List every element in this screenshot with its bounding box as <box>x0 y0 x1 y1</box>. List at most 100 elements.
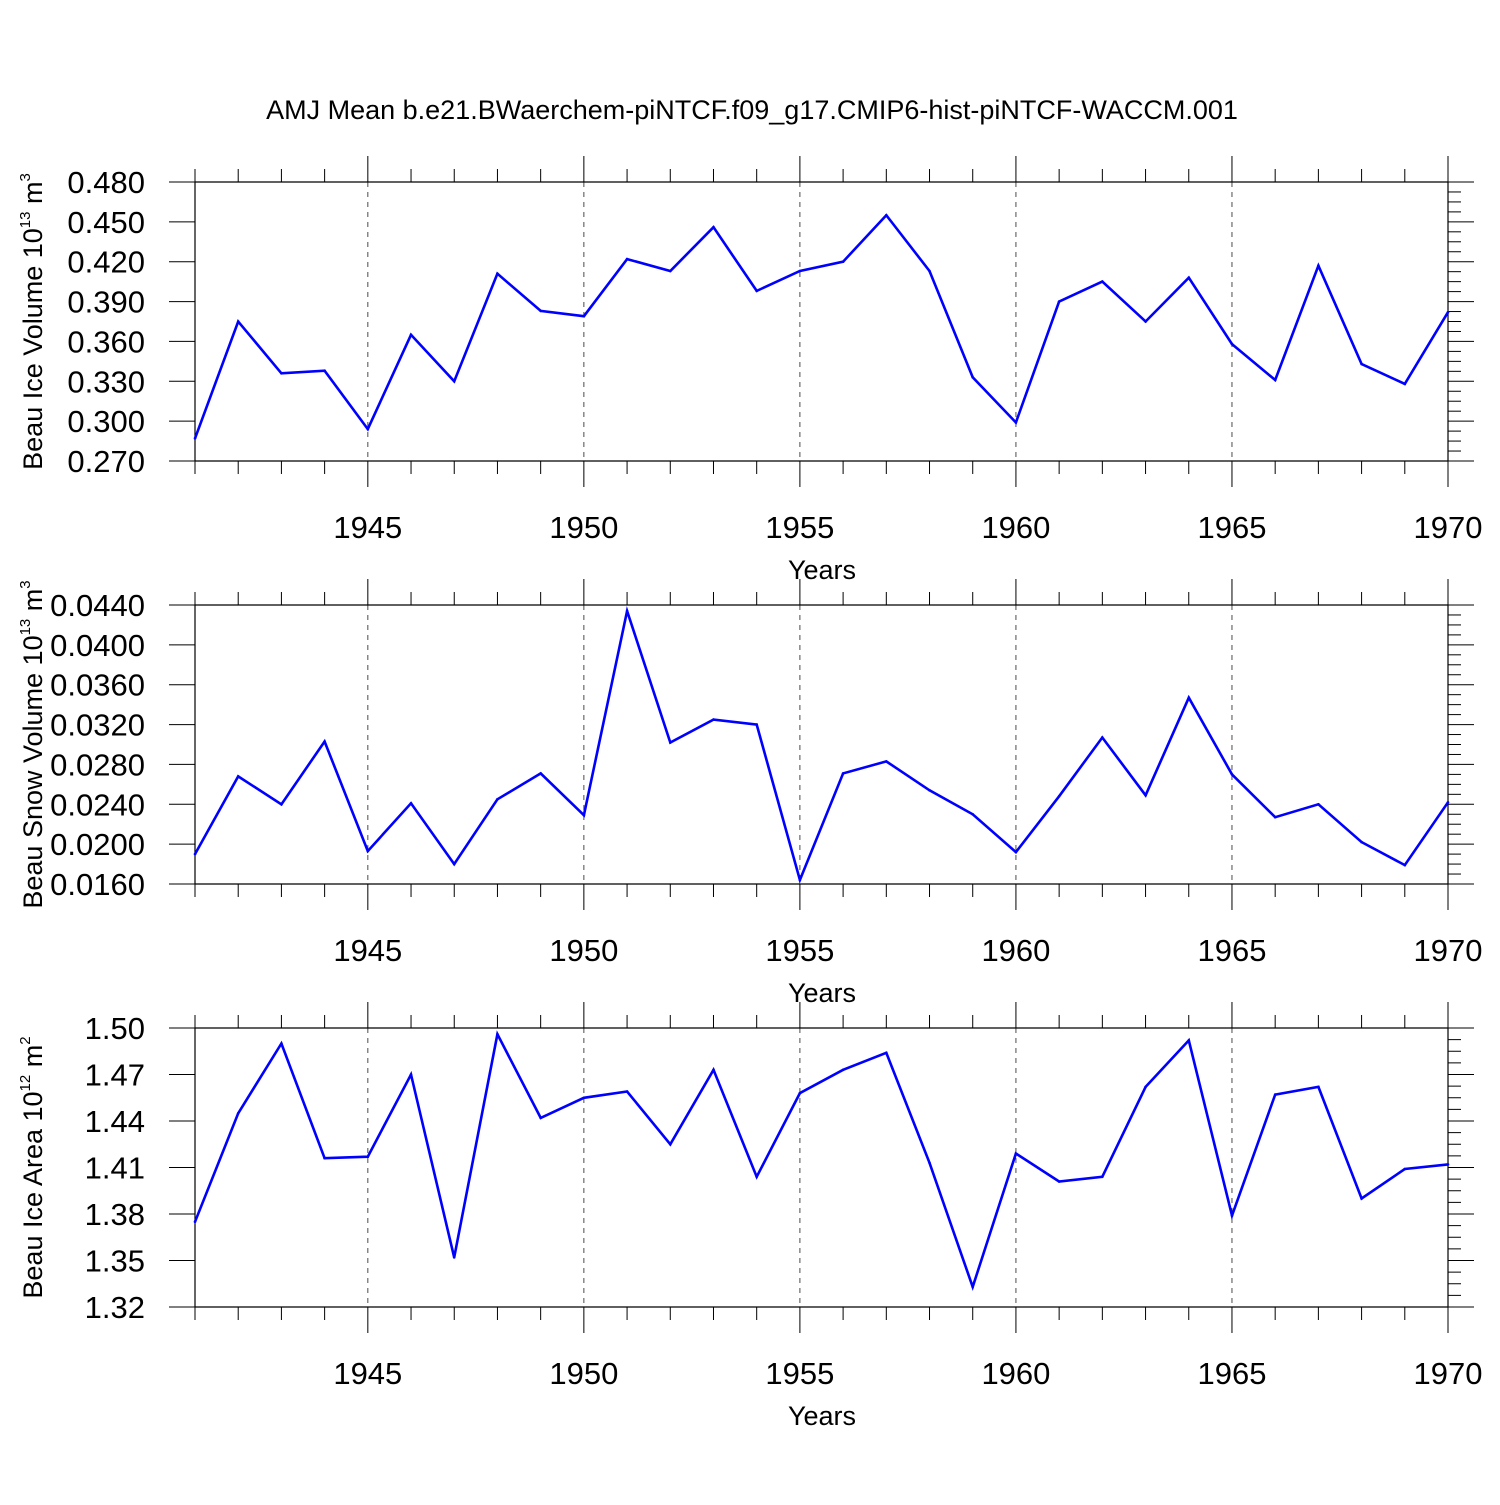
data-point <box>1101 280 1104 283</box>
data-point <box>928 1161 931 1165</box>
panel-2: 0.0160 0.0200 0.0240 0.0280 0.0320 0.0360 0.04… <box>17 579 1482 1008</box>
panels: 0.270 0.300 0.330 0.360 0.390 0.420 0.450 0.480… <box>17 156 1482 1431</box>
data-point <box>236 775 240 778</box>
data-point <box>409 802 413 805</box>
data-point <box>1403 382 1407 386</box>
data-point <box>1144 1085 1147 1089</box>
data-point <box>539 772 542 775</box>
data-point <box>1360 362 1363 366</box>
x-tick-label: 1950 <box>549 933 618 968</box>
data-point <box>1144 794 1147 797</box>
data-point <box>1057 1180 1061 1183</box>
data-point <box>193 852 197 856</box>
data-point <box>798 878 802 882</box>
data-point <box>712 225 715 229</box>
data-point <box>452 380 456 383</box>
y-tick-label: 0.300 <box>67 404 145 439</box>
data-point <box>1057 795 1061 798</box>
data-point <box>1187 696 1191 699</box>
y-tick-label: 0.0440 <box>50 588 145 623</box>
data-point <box>1014 1152 1018 1155</box>
data-point <box>1014 421 1018 424</box>
data-point <box>1144 320 1147 323</box>
data-point <box>841 260 845 264</box>
y-axis-label-unit-exponent: 3 <box>17 580 34 588</box>
y-tick-label: 1.41 <box>85 1151 145 1186</box>
data-point <box>366 427 370 431</box>
data-point <box>193 437 197 440</box>
y-tick-label: 1.50 <box>85 1011 145 1046</box>
data-point <box>280 372 283 375</box>
data-point <box>1446 801 1450 804</box>
x-tick-label: 1945 <box>333 1356 402 1391</box>
x-tick-label: 1965 <box>1197 1356 1266 1391</box>
chart-title: AMJ Mean b.e21.BWaerchem-piNTCF.f09_g17.… <box>266 95 1238 125</box>
y-axis-label-unit: m <box>18 1045 48 1075</box>
data-point <box>409 1073 413 1076</box>
data-point <box>1014 850 1018 854</box>
x-tick-label: 1960 <box>981 510 1050 545</box>
x-tick-label: 1955 <box>765 1356 834 1391</box>
x-tick-label: 1960 <box>981 1356 1050 1391</box>
y-tick-label: 1.35 <box>85 1244 145 1279</box>
data-point <box>236 320 240 323</box>
data-point <box>1360 1197 1363 1200</box>
data-point <box>496 272 499 276</box>
x-tick-label: 1945 <box>333 933 402 968</box>
y-tick-label: 0.0320 <box>50 708 145 743</box>
data-point <box>669 1143 672 1146</box>
data-point <box>280 1042 283 1045</box>
y-axis-label: Beau Snow Volume 1013 m3 <box>17 580 48 908</box>
y-axis-label-unit: m <box>18 181 48 211</box>
y-axis-label-main: Beau Ice Area 10 <box>18 1091 48 1298</box>
data-point <box>971 1285 974 1289</box>
y-axis-label-unit-exponent: 3 <box>17 173 34 181</box>
data-point <box>928 269 931 273</box>
data-point <box>841 772 845 775</box>
series-line <box>193 606 1450 885</box>
data-point <box>625 1090 629 1093</box>
data-point <box>582 314 586 318</box>
y-tick-label: 0.420 <box>67 245 145 280</box>
y-tick-label: 0.0160 <box>50 867 145 902</box>
data-point <box>625 257 629 261</box>
data-point <box>452 1256 456 1259</box>
data-point <box>1317 264 1320 268</box>
y-tick-label: 0.390 <box>67 285 145 320</box>
data-point <box>1273 378 1277 382</box>
data-point <box>496 1032 499 1036</box>
x-tick-label: 1945 <box>333 510 402 545</box>
data-point <box>323 369 326 373</box>
data-point <box>971 813 974 816</box>
data-point <box>1446 1163 1450 1166</box>
data-point <box>452 862 456 866</box>
y-axis-label-exponent: 13 <box>17 211 34 228</box>
data-point <box>669 741 672 744</box>
data-point <box>1101 1175 1104 1179</box>
x-tick-label: 1950 <box>549 510 618 545</box>
y-tick-label: 0.0360 <box>50 668 145 703</box>
x-tick-label: 1965 <box>1197 933 1266 968</box>
y-tick-label: 0.480 <box>67 165 145 200</box>
x-axis-label: Years <box>788 978 856 1008</box>
x-tick-label: 1955 <box>765 933 834 968</box>
y-tick-label: 0.0240 <box>50 787 145 822</box>
x-axis-label: Years <box>788 555 856 585</box>
data-point <box>755 1175 758 1179</box>
y-tick-label: 0.0400 <box>50 628 145 663</box>
y-tick-label: 0.270 <box>67 444 145 479</box>
data-point <box>582 813 586 817</box>
y-axis-label: Beau Ice Area 1012 m2 <box>17 1036 48 1298</box>
data-point <box>885 1051 888 1055</box>
data-point <box>236 1112 240 1115</box>
panel-3: 1.32 1.35 1.38 1.41 1.44 1.47 1.50 1945 1950 1955… <box>17 1002 1482 1431</box>
data-point <box>1187 276 1191 280</box>
y-axis-label-main: Beau Ice Volume 10 <box>18 228 48 470</box>
data-point <box>1360 840 1363 844</box>
data-point <box>366 849 370 853</box>
data-point <box>928 789 931 792</box>
data-point <box>755 289 758 293</box>
y-axis-label-unit: m <box>18 589 48 619</box>
